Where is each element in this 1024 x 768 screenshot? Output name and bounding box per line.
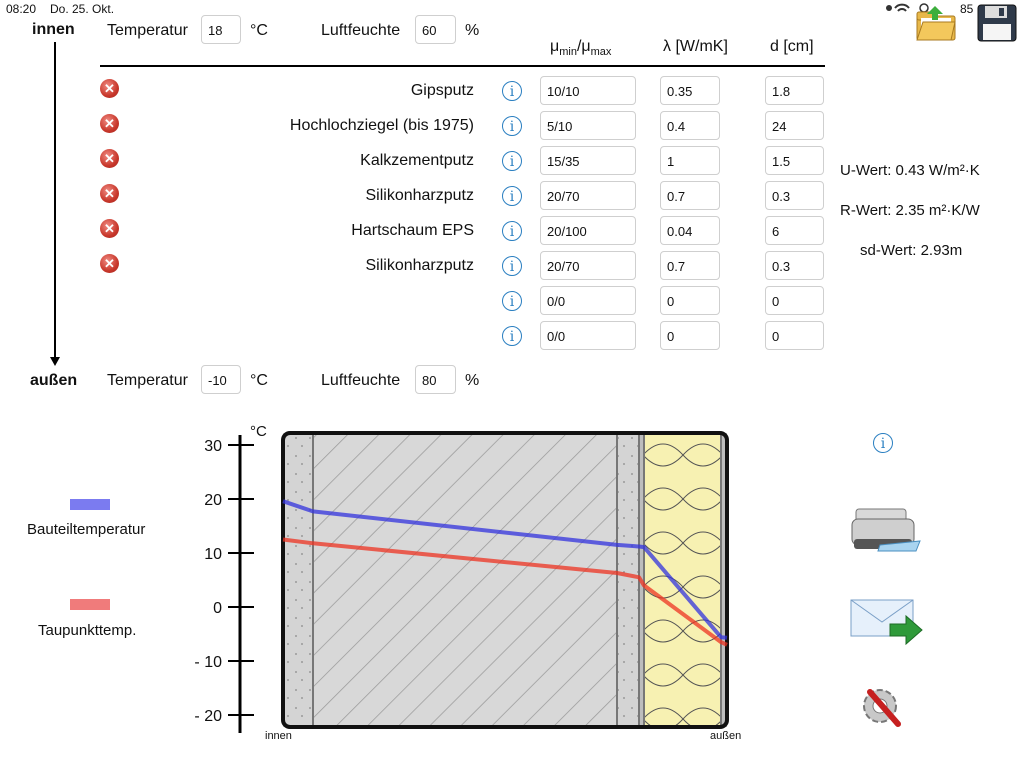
email-export-icon[interactable] bbox=[850, 598, 924, 648]
y-axis-label: °C bbox=[250, 423, 267, 440]
x-label-inside: innen bbox=[265, 730, 292, 742]
outside-humidity-input[interactable]: 80 bbox=[415, 365, 456, 394]
direction-arrow-head bbox=[50, 357, 60, 366]
layer-lambda-input[interactable]: 0 bbox=[660, 321, 720, 350]
layer-lambda-input[interactable]: 1 bbox=[660, 146, 720, 175]
y-tick-label: 20 bbox=[204, 492, 222, 509]
direction-arrow bbox=[54, 42, 56, 360]
layer-d-input[interactable]: 1.5 bbox=[765, 146, 824, 175]
layer-mu-input[interactable]: 20/70 bbox=[540, 181, 636, 210]
outside-temp-input[interactable]: -10 bbox=[201, 365, 241, 394]
status-time: 08:20 bbox=[6, 2, 37, 16]
layer-info-icon[interactable]: i bbox=[502, 116, 522, 136]
y-tick-label: 10 bbox=[204, 546, 222, 563]
delete-layer-icon[interactable]: ✕ bbox=[100, 79, 119, 98]
legend-dew-swatch bbox=[70, 599, 110, 610]
legend-temp-label: Bauteiltemperatur bbox=[27, 521, 146, 538]
inside-temp-unit: °C bbox=[250, 22, 268, 39]
layer-mu-input[interactable]: 5/10 bbox=[540, 111, 636, 140]
layer-d-input[interactable]: 0 bbox=[765, 321, 824, 350]
battery-percent: 85 bbox=[960, 2, 974, 16]
delete-layer-icon[interactable]: ✕ bbox=[100, 219, 119, 238]
temperature-chart: 30 20 10 0 - 10 - 20 °C innen außen bbox=[194, 423, 741, 742]
x-label-outside: außen bbox=[710, 730, 741, 742]
layer-lambda-input[interactable]: 0.7 bbox=[660, 181, 720, 210]
layer-info-icon[interactable]: i bbox=[502, 291, 522, 311]
layer-mu-input[interactable]: 15/35 bbox=[540, 146, 636, 175]
header-divider bbox=[100, 65, 825, 67]
u-value: U-Wert: 0.43 W/m²·K bbox=[840, 162, 980, 179]
outside-humidity-label: Luftfeuchte bbox=[321, 372, 401, 389]
delete-layer-icon[interactable]: ✕ bbox=[100, 254, 119, 273]
layer-lambda-input[interactable]: 0.35 bbox=[660, 76, 720, 105]
status-icons bbox=[884, 1, 954, 18]
layer-d-input[interactable]: 0 bbox=[765, 286, 824, 315]
layer-name[interactable]: Silikonharzputz bbox=[365, 187, 475, 204]
status-date: Do. 25. Okt. bbox=[50, 2, 115, 16]
layer-name[interactable]: Silikonharzputz bbox=[365, 257, 475, 274]
layer-info-icon[interactable]: i bbox=[502, 256, 522, 276]
outside-temp-label: Temperatur bbox=[107, 372, 188, 389]
floppy-disk-icon[interactable] bbox=[977, 4, 1017, 42]
inside-humidity-unit: % bbox=[465, 22, 480, 39]
layer-lambda-input[interactable]: 0.7 bbox=[660, 251, 720, 280]
inside-temp-input[interactable]: 18 bbox=[201, 15, 241, 44]
layer-info-icon[interactable]: i bbox=[502, 151, 522, 171]
layer-d-input[interactable]: 0.3 bbox=[765, 181, 824, 210]
layer-info-icon[interactable]: i bbox=[502, 221, 522, 241]
legend-temp-swatch bbox=[70, 499, 110, 510]
settings-icon[interactable] bbox=[856, 684, 906, 730]
header-mu: μmin/μmax bbox=[550, 38, 612, 59]
layer-mu-input[interactable]: 20/100 bbox=[540, 216, 636, 245]
inside-temp-label: Temperatur bbox=[107, 22, 188, 39]
layer-name[interactable]: Kalkzementputz bbox=[360, 152, 474, 169]
layer-mu-input[interactable]: 20/70 bbox=[540, 251, 636, 280]
sd-value: sd-Wert: 2.93m bbox=[860, 242, 963, 259]
y-tick-label: 0 bbox=[213, 600, 222, 617]
layer-d-input[interactable]: 1.8 bbox=[765, 76, 824, 105]
layer-name[interactable]: Hartschaum EPS bbox=[351, 222, 474, 239]
inside-humidity-label: Luftfeuchte bbox=[321, 22, 401, 39]
delete-layer-icon[interactable]: ✕ bbox=[100, 149, 119, 168]
r-value: R-Wert: 2.35 m²·K/W bbox=[840, 202, 980, 219]
info-icon[interactable]: i bbox=[873, 433, 893, 453]
open-folder-icon[interactable] bbox=[915, 4, 957, 42]
layer-info-icon[interactable]: i bbox=[502, 186, 522, 206]
printer-icon[interactable] bbox=[850, 505, 922, 555]
header-thickness: d [cm] bbox=[770, 38, 814, 55]
layer-mu-input[interactable]: 0/0 bbox=[540, 286, 636, 315]
wall-outline bbox=[281, 431, 729, 729]
layer-info-icon[interactable]: i bbox=[502, 81, 522, 101]
layer-silicone-outer bbox=[721, 433, 727, 727]
delete-layer-icon[interactable]: ✕ bbox=[100, 184, 119, 203]
outside-label: außen bbox=[30, 372, 78, 389]
outside-temp-unit: °C bbox=[250, 372, 268, 389]
layer-d-input[interactable]: 0.3 bbox=[765, 251, 824, 280]
wifi-icon bbox=[886, 3, 929, 13]
layer-name[interactable]: Hochlochziegel (bis 1975) bbox=[289, 117, 474, 134]
y-tick-label: - 20 bbox=[194, 708, 222, 725]
layer-lambda-input[interactable]: 0 bbox=[660, 286, 720, 315]
inside-humidity-input[interactable]: 60 bbox=[415, 15, 456, 44]
legend-dew-label: Taupunkttemp. bbox=[38, 622, 137, 639]
layer-mu-input[interactable]: 0/0 bbox=[540, 321, 636, 350]
outside-humidity-unit: % bbox=[465, 372, 480, 389]
layer-info-icon[interactable]: i bbox=[502, 326, 522, 346]
y-tick-label: 30 bbox=[204, 438, 222, 455]
layer-lambda-input[interactable]: 0.04 bbox=[660, 216, 720, 245]
layer-lambda-input[interactable]: 0.4 bbox=[660, 111, 720, 140]
layer-name[interactable]: Gipsputz bbox=[410, 82, 474, 99]
inside-label: innen bbox=[32, 21, 75, 38]
header-lambda: λ [W/mK] bbox=[663, 38, 728, 55]
layer-mu-input[interactable]: 10/10 bbox=[540, 76, 636, 105]
layer-d-input[interactable]: 24 bbox=[765, 111, 824, 140]
y-tick-label: - 10 bbox=[194, 654, 222, 671]
layer-d-input[interactable]: 6 bbox=[765, 216, 824, 245]
delete-layer-icon[interactable]: ✕ bbox=[100, 114, 119, 133]
